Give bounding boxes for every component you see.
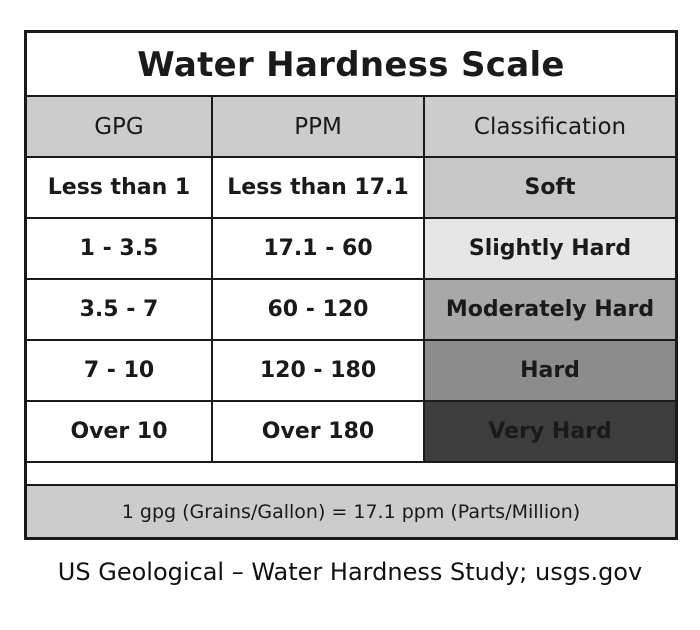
ppm-cell: 60 - 120 <box>211 278 425 341</box>
classification-cell: Moderately Hard <box>423 278 675 341</box>
gpg-cell: 3.5 - 7 <box>27 278 213 341</box>
table-row: 1 - 3.5 17.1 - 60 Slightly Hard <box>27 217 675 280</box>
table-row: 3.5 - 7 60 - 120 Moderately Hard <box>27 278 675 341</box>
ppm-cell: 120 - 180 <box>211 339 425 402</box>
gpg-cell: Over 10 <box>27 400 213 463</box>
source-caption: US Geological – Water Hardness Study; us… <box>57 558 643 586</box>
gpg-cell: 1 - 3.5 <box>27 217 213 280</box>
ppm-cell: 17.1 - 60 <box>211 217 425 280</box>
ppm-cell: Over 180 <box>211 400 425 463</box>
header-row: GPG PPM Classification <box>27 97 675 158</box>
table-title: Water Hardness Scale <box>27 33 675 97</box>
table-row: Over 10 Over 180 Very Hard <box>27 400 675 463</box>
classification-cell: Hard <box>423 339 675 402</box>
conversion-footnote: 1 gpg (Grains/Gallon) = 17.1 ppm (Parts/… <box>27 484 675 537</box>
gpg-cell: 7 - 10 <box>27 339 213 402</box>
classification-cell: Soft <box>423 156 675 219</box>
column-header-gpg: GPG <box>27 97 213 158</box>
classification-cell: Slightly Hard <box>423 217 675 280</box>
classification-cell: Very Hard <box>423 400 675 463</box>
hardness-table: GPG PPM Classification Less than 1 Less … <box>27 97 675 463</box>
column-header-ppm: PPM <box>211 97 425 158</box>
gpg-cell: Less than 1 <box>27 156 213 219</box>
column-header-classification: Classification <box>423 97 675 158</box>
table-row: Less than 1 Less than 17.1 Soft <box>27 156 675 219</box>
ppm-cell: Less than 17.1 <box>211 156 425 219</box>
table-row: 7 - 10 120 - 180 Hard <box>27 339 675 402</box>
hardness-scale-card: Water Hardness Scale GPG PPM Classificat… <box>24 30 678 540</box>
